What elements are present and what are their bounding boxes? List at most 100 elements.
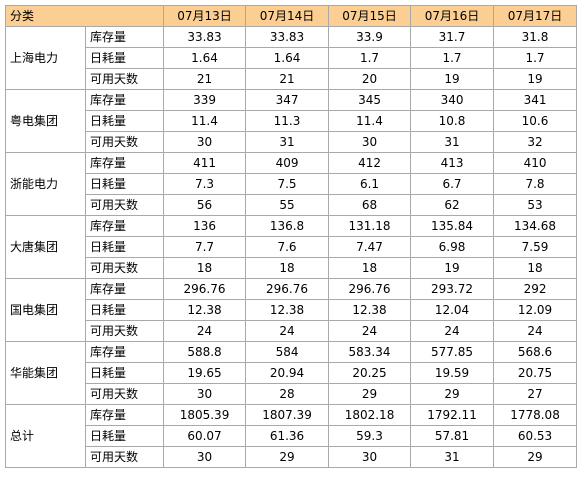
value-cell: 18 [493,257,578,279]
header-date: 07月14日 [245,5,330,27]
table-row: 可用天数 30 31 30 31 32 [6,131,578,153]
value-cell: 409 [245,152,330,174]
table-row: 总计 库存量 1805.39 1807.39 1802.18 1792.11 1778.08 [5,404,578,468]
table-row: 日耗量 7.3 7.5 6.1 6.7 7.8 [6,173,578,195]
value-cell: 296.76 [245,278,330,300]
value-cell: 7.59 [493,236,578,258]
value-cell: 19.59 [410,362,495,384]
value-cell: 56 [163,194,247,216]
metric-label: 库存量 [84,278,165,300]
value-cell: 7.47 [328,236,412,258]
value-cell: 20.25 [328,362,412,384]
metric-label: 库存量 [84,215,165,237]
value-cell: 7.8 [493,173,578,195]
value-cell: 1778.08 [493,404,578,426]
value-cell: 340 [410,89,495,111]
value-cell: 31 [410,131,495,153]
table-row: 日耗量 7.7 7.6 7.47 6.98 7.59 [6,236,578,258]
value-cell: 57.81 [410,425,495,447]
value-cell: 296.76 [163,278,247,300]
value-cell: 30 [328,446,412,468]
value-cell: 1.7 [493,47,578,69]
value-cell: 33.83 [163,26,247,48]
value-cell: 24 [163,320,247,342]
value-cell: 7.3 [163,173,247,195]
metric-label: 日耗量 [84,362,165,384]
value-cell: 29 [328,383,412,405]
value-cell: 20.75 [493,362,578,384]
metric-label: 可用天数 [84,131,165,153]
value-cell: 412 [328,152,412,174]
value-cell: 61.36 [245,425,330,447]
value-cell: 62 [410,194,495,216]
metric-label: 日耗量 [84,236,165,258]
value-cell: 55 [245,194,330,216]
value-cell: 33.83 [245,26,330,48]
value-cell: 6.98 [410,236,495,258]
value-cell: 21 [245,68,330,90]
metric-label: 可用天数 [84,446,165,468]
value-cell: 1792.11 [410,404,495,426]
value-cell: 24 [410,320,495,342]
value-cell: 1805.39 [163,404,247,426]
header-date: 07月16日 [410,5,495,27]
value-cell: 588.8 [163,341,247,363]
table-row: 粤电集团 库存量 339 347 345 340 341 [5,89,578,153]
table-row: 浙能电力 库存量 411 409 412 413 410 [5,152,578,216]
table-row: 可用天数 24 24 24 24 24 [6,320,578,342]
metric-label: 可用天数 [84,68,165,90]
table-row: 上海电力 库存量 33.83 33.83 33.9 31.7 31.8 [5,26,578,90]
value-cell: 59.3 [328,425,412,447]
value-cell: 60.07 [163,425,247,447]
value-cell: 6.7 [410,173,495,195]
value-cell: 341 [493,89,578,111]
header-date: 07月13日 [163,5,247,27]
value-cell: 30 [163,383,247,405]
group-name: 总计 [5,404,86,468]
value-cell: 24 [328,320,412,342]
value-cell: 293.72 [410,278,495,300]
value-cell: 136 [163,215,247,237]
group-name: 华能集团 [5,341,86,405]
table-row: 日耗量 19.65 20.94 20.25 19.59 20.75 [6,362,578,384]
metric-label: 库存量 [84,404,165,426]
value-cell: 347 [245,89,330,111]
group-name: 粤电集团 [5,89,86,153]
group-name: 上海电力 [5,26,86,90]
group-name: 大唐集团 [5,215,86,279]
value-cell: 11.4 [163,110,247,132]
value-cell: 30 [163,446,247,468]
value-cell: 18 [328,257,412,279]
value-cell: 19.65 [163,362,247,384]
value-cell: 31 [245,131,330,153]
value-cell: 11.3 [245,110,330,132]
value-cell: 31 [410,446,495,468]
value-cell: 584 [245,341,330,363]
value-cell: 20 [328,68,412,90]
value-cell: 134.68 [493,215,578,237]
value-cell: 11.4 [328,110,412,132]
value-cell: 296.76 [328,278,412,300]
value-cell: 1.7 [328,47,412,69]
value-cell: 12.04 [410,299,495,321]
value-cell: 1.7 [410,47,495,69]
value-cell: 135.84 [410,215,495,237]
value-cell: 131.18 [328,215,412,237]
metric-label: 日耗量 [84,173,165,195]
metric-label: 库存量 [84,152,165,174]
metric-label: 日耗量 [84,425,165,447]
table-row: 大唐集团 库存量 136 136.8 131.18 135.84 134.68 [5,215,578,279]
group-name: 浙能电力 [5,152,86,216]
table-row: 日耗量 60.07 61.36 59.3 57.81 60.53 [6,425,578,447]
header-category: 分类 [4,5,165,27]
header-date: 07月15日 [328,5,412,27]
value-cell: 53 [493,194,578,216]
table-row: 可用天数 30 28 29 29 27 [6,383,578,405]
value-cell: 411 [163,152,247,174]
value-cell: 19 [410,257,495,279]
value-cell: 24 [245,320,330,342]
value-cell: 6.1 [328,173,412,195]
table-row: 国电集团 库存量 296.76 296.76 296.76 293.72 292 [5,278,578,342]
value-cell: 1802.18 [328,404,412,426]
value-cell: 12.38 [163,299,247,321]
